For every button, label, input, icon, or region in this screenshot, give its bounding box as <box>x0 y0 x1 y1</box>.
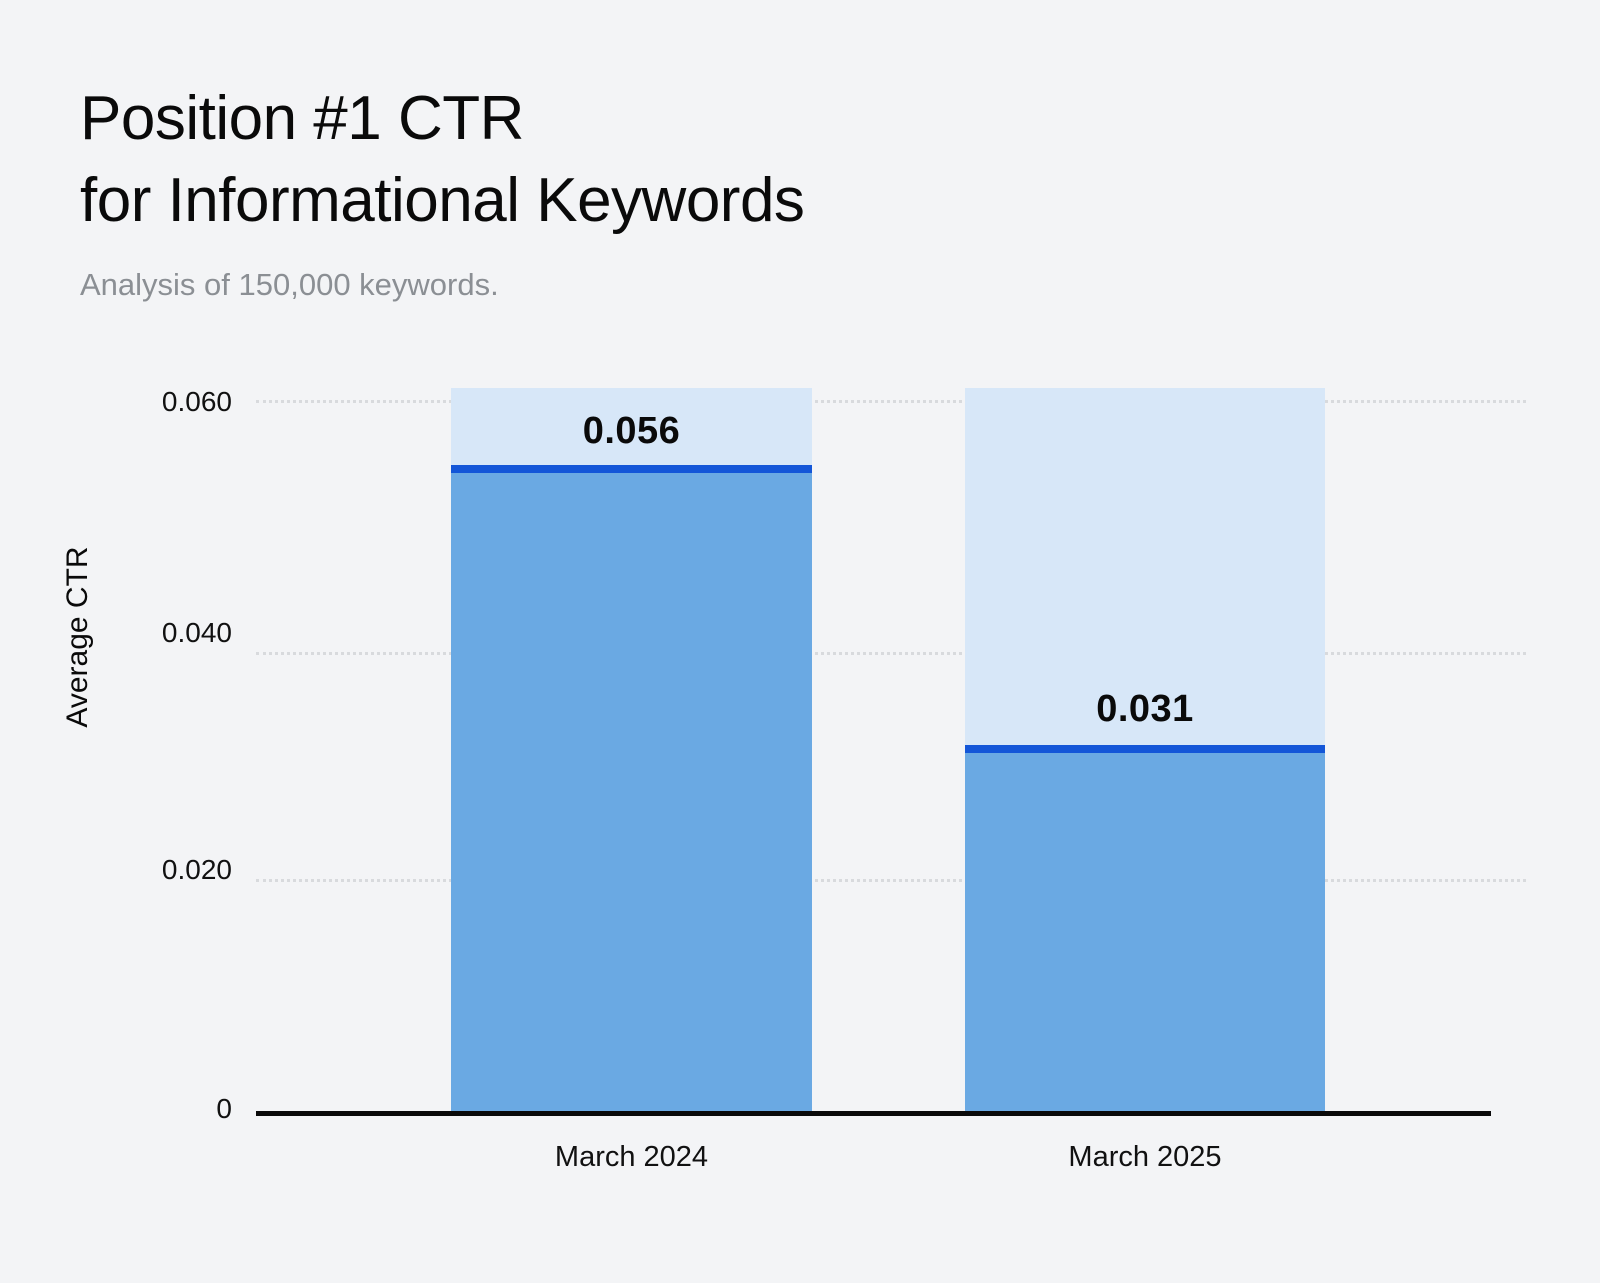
bar-fill-march-2025 <box>965 748 1325 1113</box>
page-title: Position #1 CTR for Informational Keywor… <box>80 84 805 236</box>
bar-march-2024[interactable]: 0.056 <box>451 388 812 1113</box>
y-tick-label-0: 0 <box>216 1093 232 1124</box>
x-tick-label-march-2024: March 2024 <box>554 1141 709 1173</box>
bar-value-label-march-2025: 0.031 <box>1096 688 1194 730</box>
x-tick-label-march-2025: March 2025 <box>1068 1141 1222 1173</box>
bar-cap-march-2025 <box>965 745 1325 753</box>
bar-cap-march-2024 <box>451 465 812 473</box>
x-axis-line <box>256 1111 1491 1116</box>
gridline-0040 <box>256 652 1526 655</box>
y-tick-label-0040: 0.040 <box>161 617 232 648</box>
chart-subtitle: Analysis of 150,000 keywords. <box>80 266 499 302</box>
chart-header: Position #1 CTR for Informational Keywor… <box>80 78 1480 303</box>
y-tick-label-0060: 0.060 <box>161 386 232 417</box>
y-tick-label-0020: 0.020 <box>161 854 232 885</box>
gridline-0060 <box>256 400 1526 403</box>
bar-march-2025[interactable]: 0.031 <box>965 388 1325 1113</box>
gridline-0020 <box>256 879 1526 882</box>
bar-value-label-march-2024: 0.056 <box>582 410 681 452</box>
y-axis-title: Average CTR <box>61 546 94 728</box>
bar-fill-march-2024 <box>451 468 812 1113</box>
